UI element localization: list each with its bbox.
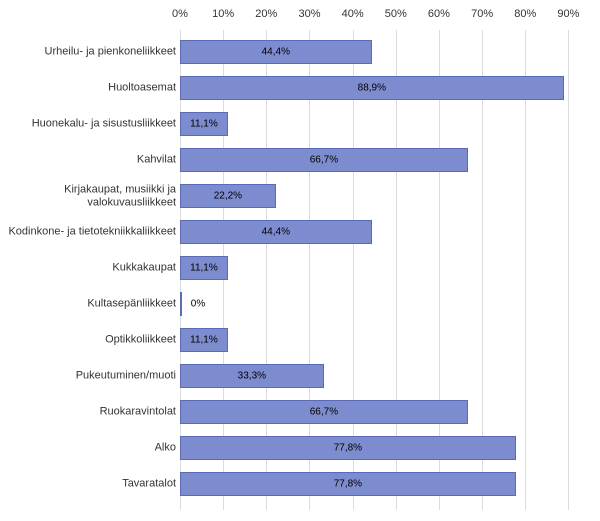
category-label: Huonekalu- ja sisustusliikkeet (6, 118, 176, 131)
category-label: Tavaratalot (6, 478, 176, 491)
x-tick-label: 90% (557, 8, 579, 20)
category-label: Optikkoliikkeet (6, 334, 176, 347)
value-label: 33,3% (238, 371, 266, 382)
chart-row: Huoltoasemat 88,9% (0, 70, 600, 106)
x-tick-label: 50% (385, 8, 407, 20)
bar-chart: 0% 10% 20% 30% 40% 50% 60% 70% 80% 90% Urheilu- j… (0, 0, 600, 521)
value-label: 11,1% (190, 335, 218, 346)
value-label: 66,7% (310, 407, 338, 418)
x-tick-label: 0% (172, 8, 188, 20)
value-label: 66,7% (310, 155, 338, 166)
category-label: Ruokaravintolat (6, 406, 176, 419)
chart-row: Ruokaravintolat 66,7% (0, 394, 600, 430)
chart-row: Kukkakaupat 11,1% (0, 250, 600, 286)
x-tick-label: 70% (471, 8, 493, 20)
x-tick-label: 80% (514, 8, 536, 20)
category-label: Kultasepänliikkeet (6, 298, 176, 311)
chart-row: Kirjakaupat, musiikki ja valokuvausliikk… (0, 178, 600, 214)
value-label: 77,8% (334, 443, 362, 454)
category-label: Kahvilat (6, 154, 176, 167)
chart-row: Tavaratalot 77,8% (0, 466, 600, 502)
value-label: 88,9% (358, 83, 386, 94)
chart-row: Alko 77,8% (0, 430, 600, 466)
x-tick-label: 40% (342, 8, 364, 20)
category-label: Urheilu- ja pienkoneliikkeet (6, 46, 176, 59)
value-label: 11,1% (190, 119, 218, 130)
chart-row: Kodinkone- ja tietotekniikkaliikkeet 44,4… (0, 214, 600, 250)
chart-row: Pukeutuminen/muoti 33,3% (0, 358, 600, 394)
chart-row: Optikkoliikkeet 11,1% (0, 322, 600, 358)
category-label: Pukeutuminen/muoti (6, 370, 176, 383)
chart-row: Urheilu- ja pienkoneliikkeet 44,4% (0, 34, 600, 70)
chart-row: Kultasepänliikkeet 0% (0, 286, 600, 322)
x-tick-label: 20% (255, 8, 277, 20)
value-label: 11,1% (190, 263, 218, 274)
value-label: 44,4% (262, 227, 290, 238)
x-tick-label: 60% (428, 8, 450, 20)
bar (180, 292, 182, 316)
category-label: Huoltoasemat (6, 82, 176, 95)
category-label: Kirjakaupat, musiikki ja valokuvausliikk… (6, 183, 176, 208)
category-label: Alko (6, 442, 176, 455)
x-tick-label: 10% (212, 8, 234, 20)
value-label: 0% (191, 299, 205, 310)
value-label: 44,4% (262, 47, 290, 58)
chart-row: Kahvilat 66,7% (0, 142, 600, 178)
chart-row: Huonekalu- ja sisustusliikkeet 11,1% (0, 106, 600, 142)
category-label: Kukkakaupat (6, 262, 176, 275)
value-label: 77,8% (334, 479, 362, 490)
x-tick-label: 30% (298, 8, 320, 20)
category-label: Kodinkone- ja tietotekniikkaliikkeet (6, 226, 176, 239)
value-label: 22,2% (214, 191, 242, 202)
